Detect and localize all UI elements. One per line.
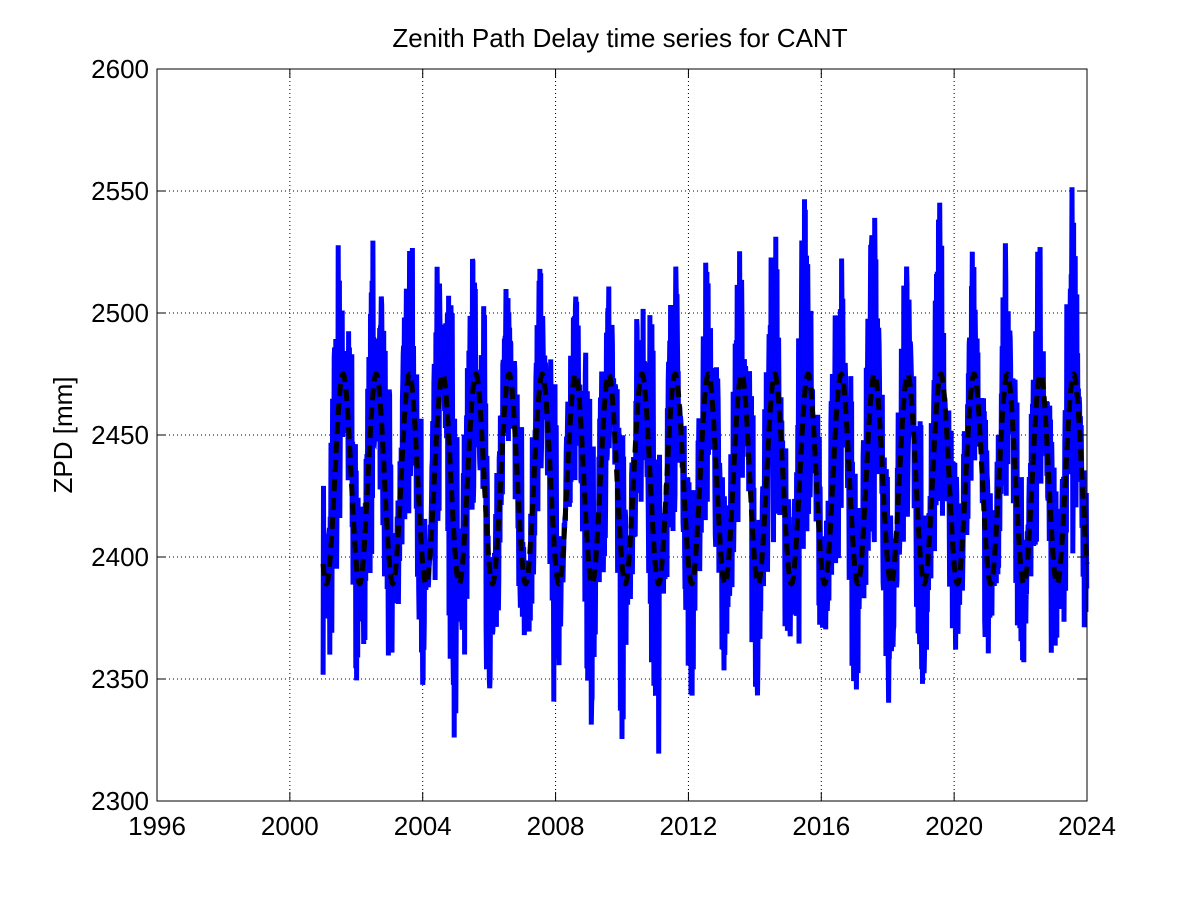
x-tick-label: 2024 xyxy=(1058,811,1116,841)
y-tick-label: 2500 xyxy=(91,298,149,328)
y-tick-label: 2400 xyxy=(91,542,149,572)
y-tick-label: 2550 xyxy=(91,176,149,206)
chart-title: Zenith Path Delay time series for CANT xyxy=(392,23,847,53)
x-tick-label: 2016 xyxy=(792,811,850,841)
y-tick-label: 2350 xyxy=(91,664,149,694)
observed-zpd-series xyxy=(320,187,1090,754)
x-tick-label: 1996 xyxy=(128,811,186,841)
model-zpd-series xyxy=(320,370,1090,587)
y-axis-label: ZPD [mm] xyxy=(48,377,78,494)
plot-area xyxy=(320,187,1090,754)
x-tick-label: 2000 xyxy=(261,811,319,841)
x-tick-label: 2004 xyxy=(394,811,452,841)
axis-ticks: 1996 2000 2004 2008 2012 2016 2020 2024 2300 2350… xyxy=(91,54,1116,841)
x-tick-label: 2012 xyxy=(660,811,718,841)
x-tick-label: 2020 xyxy=(925,811,983,841)
y-tick-label: 2300 xyxy=(91,786,149,816)
y-tick-label: 2600 xyxy=(91,54,149,84)
x-tick-label: 2008 xyxy=(527,811,585,841)
y-tick-label: 2450 xyxy=(91,420,149,450)
